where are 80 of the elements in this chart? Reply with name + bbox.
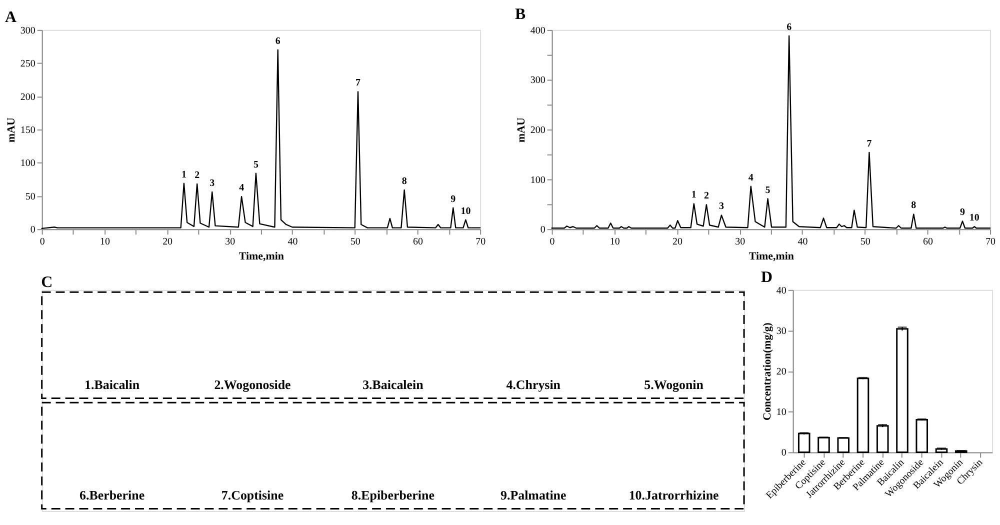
x-axis-title: Time,min (748, 250, 794, 262)
text: 2.Wogonoside (214, 376, 292, 392)
x-tick-label: 20 (672, 236, 683, 248)
y-tick-label: 300 (20, 25, 36, 36)
y-tick-label: 20 (776, 366, 786, 378)
annotation: 3 (210, 178, 215, 189)
x-tick-label: 10 (610, 236, 620, 248)
annotation: 9 (450, 194, 456, 205)
bar (876, 425, 889, 453)
y-tick-label: 10 (776, 407, 786, 418)
annotation: 7 (866, 138, 872, 150)
y-tick-label: 100 (530, 174, 546, 186)
bar (856, 378, 870, 453)
x-tick-label: 30 (735, 236, 746, 248)
x-tick-label: 20 (162, 236, 173, 248)
bar (818, 436, 830, 453)
y-tick-label: 200 (20, 92, 36, 103)
y-tick-label: 100 (20, 158, 36, 170)
annotation: 6 (786, 22, 792, 33)
text: 9.Palmatine (500, 487, 566, 502)
y-tick-label: 0 (540, 224, 546, 236)
y-tick-label: 200 (530, 125, 546, 136)
text: 1.Baicalin (84, 376, 140, 392)
x-tick-label: 30 (225, 236, 236, 248)
y-tick-label: 40 (776, 285, 786, 296)
bar (837, 437, 850, 453)
text: C (41, 274, 53, 291)
y-tick-label: 400 (530, 25, 546, 36)
x-tick-label: 10 (100, 236, 110, 248)
x-tick-label: 70 (476, 236, 486, 248)
x-tick-label: 40 (288, 236, 298, 248)
text: 7.Coptisine (221, 487, 284, 502)
x-tick-label: 50 (860, 236, 870, 248)
annotation: 5 (765, 184, 770, 196)
x-tick-label: 70 (986, 236, 996, 248)
y-tick-label: 30 (776, 326, 786, 337)
annotation: 6 (275, 36, 280, 47)
y-tick-label: 150 (20, 125, 36, 136)
text: 10.Jatrorrhizine (628, 487, 720, 502)
text: 4.Chrysin (506, 376, 561, 392)
bar (798, 432, 810, 453)
y-axis-title: Concentration(mg/g) (761, 322, 774, 420)
annotation: 9 (960, 207, 965, 218)
x-tick-label: 60 (412, 236, 423, 248)
x-tick-label: 60 (922, 236, 933, 248)
y-axis-title: mAU (5, 117, 18, 142)
x-tick-label: 0 (550, 236, 555, 248)
annotation: 10 (969, 212, 980, 224)
chart-title: A (4, 8, 17, 26)
text: 8.Epiberberine (351, 487, 435, 502)
annotation: 5 (253, 159, 258, 170)
annotation: 4 (748, 172, 754, 184)
annotation: 4 (239, 182, 244, 194)
chart-title: B (514, 6, 526, 23)
text: 6.Berberine (80, 487, 145, 502)
y-tick-label: 250 (20, 58, 36, 70)
annotation: 8 (402, 176, 407, 187)
x-tick-label: 0 (40, 236, 45, 248)
y-tick-label: 0 (30, 224, 36, 236)
annotation: 8 (911, 200, 916, 212)
annotation: 1 (691, 190, 696, 201)
annotation: 3 (718, 201, 724, 212)
chart-title: D (760, 268, 772, 286)
annotation: 10 (460, 206, 471, 217)
y-tick-label: 300 (530, 75, 546, 86)
annotation: 2 (704, 190, 709, 202)
x-axis-title: Time,min (238, 250, 284, 262)
bar (916, 419, 928, 453)
text: 5.Wogonin (644, 376, 704, 392)
y-tick-label: 50 (25, 191, 36, 202)
bar (896, 328, 908, 453)
y-axis-title: mAU (515, 117, 528, 142)
y-tick-label: 0 (781, 448, 786, 459)
x-tick-label: 40 (798, 236, 808, 248)
annotation: 2 (194, 170, 200, 181)
text: 3.Baicalein (362, 376, 424, 392)
bar (935, 448, 948, 453)
x-tick-label: 50 (350, 236, 360, 248)
annotation: 7 (356, 78, 361, 89)
annotation: 1 (181, 169, 186, 180)
